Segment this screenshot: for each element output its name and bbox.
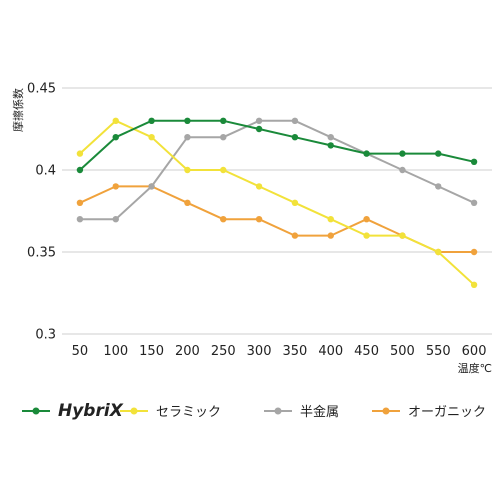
x-tick-label: 200 xyxy=(175,344,200,359)
data-point-semi-metallic xyxy=(184,134,191,141)
x-tick-label: 400 xyxy=(318,344,343,359)
legend-marker-hybrix xyxy=(32,407,40,415)
data-point-organic xyxy=(184,199,191,206)
data-point-hybrix xyxy=(255,125,263,133)
x-tick-label: 450 xyxy=(354,344,379,359)
series-line-hybrix xyxy=(79,119,475,171)
grid-layer: 0.45 0.4 0.35 0.3 xyxy=(27,82,492,343)
data-point-ceramic xyxy=(291,199,299,206)
legend: HybriX セラミック 半金属 オーガニック xyxy=(22,401,486,421)
x-tick-label: 300 xyxy=(247,344,272,359)
series-layer xyxy=(76,117,478,288)
data-point-hybrix xyxy=(148,117,155,125)
legend-label-hybrix: HybriX xyxy=(58,401,124,421)
y-tick-label: 0.35 xyxy=(27,246,56,261)
y-tick-label: 0.45 xyxy=(27,82,56,97)
legend-item-ceramic: セラミック xyxy=(120,405,221,420)
series-ceramic xyxy=(76,117,478,288)
legend-label-semi-metallic: 半金属 xyxy=(300,404,339,420)
data-point-hybrix xyxy=(363,150,370,157)
data-point-semi-metallic xyxy=(435,183,442,190)
data-point-ceramic xyxy=(184,166,191,174)
data-point-hybrix xyxy=(184,117,191,125)
x-tick-label: 500 xyxy=(390,344,415,359)
legend-marker-ceramic xyxy=(130,407,138,415)
data-point-semi-metallic xyxy=(112,216,119,223)
y-tick-label: 0.3 xyxy=(35,328,56,343)
x-tick-label: 550 xyxy=(426,344,451,359)
data-point-hybrix xyxy=(291,134,299,141)
x-axis-title: 温度℃ xyxy=(458,361,492,375)
series-hybrix xyxy=(76,117,478,174)
data-point-semi-metallic xyxy=(399,166,406,174)
data-point-ceramic xyxy=(255,183,263,190)
data-point-organic xyxy=(255,216,263,223)
data-point-hybrix xyxy=(327,142,334,149)
data-point-semi-metallic xyxy=(470,199,478,206)
data-point-organic xyxy=(112,183,119,190)
data-point-semi-metallic xyxy=(148,183,155,190)
data-point-ceramic xyxy=(76,150,84,157)
data-point-organic xyxy=(470,248,478,256)
data-point-semi-metallic xyxy=(291,117,299,125)
data-point-hybrix xyxy=(112,134,119,141)
x-tick-label: 100 xyxy=(103,344,128,359)
legend-item-organic: オーガニック xyxy=(372,405,486,420)
data-point-hybrix xyxy=(76,166,84,174)
y-tick-label: 0.4 xyxy=(35,164,56,179)
data-point-hybrix xyxy=(435,150,442,157)
legend-marker-semi-metallic xyxy=(274,407,282,415)
data-point-ceramic xyxy=(363,232,370,239)
series-line-ceramic xyxy=(79,119,475,286)
x-tick-label: 600 xyxy=(462,344,487,359)
x-tick-label: 50 xyxy=(72,344,89,359)
legend-marker-organic xyxy=(382,407,390,415)
data-point-ceramic xyxy=(327,216,334,223)
x-tick-label: 350 xyxy=(283,344,308,359)
data-point-organic xyxy=(363,216,370,223)
data-point-ceramic xyxy=(112,117,119,125)
data-point-organic xyxy=(327,232,334,239)
data-point-ceramic xyxy=(435,248,442,256)
data-point-ceramic xyxy=(148,134,155,141)
axis-layer: 摩擦係数 温度℃ 50 100 150 200 250 300 350 400 450 500 55… xyxy=(11,88,492,375)
legend-label-organic: オーガニック xyxy=(408,405,486,420)
legend-item-hybrix: HybriX xyxy=(22,401,124,421)
data-point-hybrix xyxy=(220,117,227,125)
x-tick-label: 250 xyxy=(211,344,236,359)
data-point-semi-metallic xyxy=(220,134,227,141)
data-point-ceramic xyxy=(399,232,406,239)
legend-item-semi-metallic: 半金属 xyxy=(264,404,339,420)
data-point-organic xyxy=(291,232,299,239)
data-point-organic xyxy=(220,216,227,223)
data-point-hybrix xyxy=(399,150,406,157)
data-point-organic xyxy=(76,199,84,206)
series-line-semi-metallic xyxy=(79,119,475,221)
data-point-semi-metallic xyxy=(255,117,263,125)
data-point-hybrix xyxy=(470,158,478,165)
data-point-ceramic xyxy=(470,281,478,288)
legend-label-ceramic: セラミック xyxy=(156,405,221,420)
data-point-semi-metallic xyxy=(76,216,84,223)
data-point-semi-metallic xyxy=(327,134,334,141)
x-tick-label: 150 xyxy=(139,344,164,359)
data-point-ceramic xyxy=(220,166,227,174)
y-axis-title: 摩擦係数 xyxy=(11,88,25,132)
